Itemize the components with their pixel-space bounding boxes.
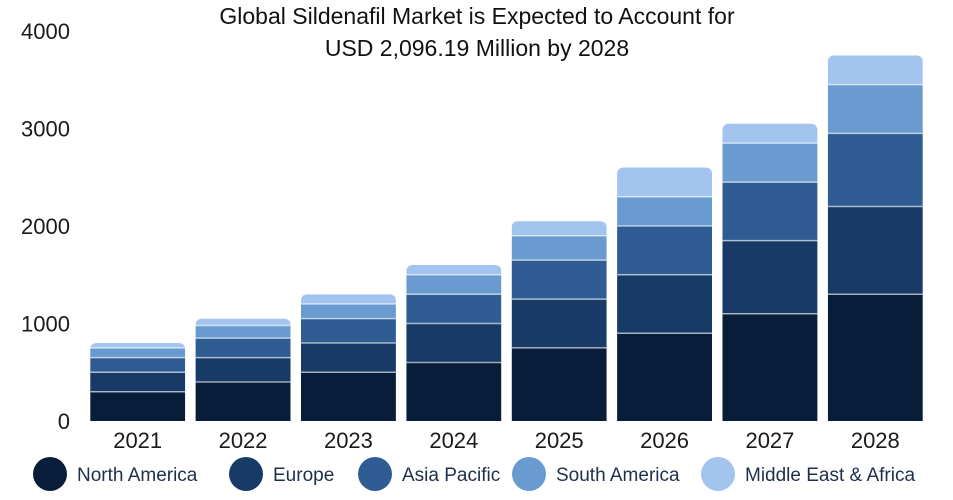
bar-segment xyxy=(195,325,291,339)
legend-item: South America xyxy=(512,457,680,491)
y-tick-label: 3000 xyxy=(21,117,70,142)
bar-stack-2021 xyxy=(90,343,186,421)
x-tick-label: 2027 xyxy=(745,428,794,453)
chart-title-line-2: USD 2,096.19 Million by 2028 xyxy=(325,35,629,61)
bar-segment xyxy=(406,294,502,324)
bar-segment xyxy=(406,265,502,275)
y-axis: 0 1000 2000 3000 4000 xyxy=(21,19,70,434)
bar-segment xyxy=(827,133,923,207)
bar-segment xyxy=(511,260,607,300)
y-tick-label: 4000 xyxy=(21,19,70,44)
x-tick-label: 2021 xyxy=(113,428,162,453)
bar-segment xyxy=(511,299,607,348)
bar-segment xyxy=(406,274,502,295)
bar-segment xyxy=(617,167,713,197)
bar-segment xyxy=(300,318,396,343)
legend-swatch xyxy=(358,457,392,491)
bar-segment xyxy=(90,347,186,358)
bar-stack-2025 xyxy=(511,221,607,421)
bar-stack-2022 xyxy=(195,318,291,421)
y-tick-label: 0 xyxy=(58,409,70,434)
bar-segment xyxy=(722,240,818,314)
bar-segment xyxy=(300,304,396,319)
chart-title-line-1: Global Sildenafil Market is Expected to … xyxy=(219,3,735,29)
legend: North America Europe Asia Pacific South Ame… xyxy=(33,457,915,491)
x-tick-label: 2025 xyxy=(535,428,584,453)
bar-segment xyxy=(195,357,291,382)
bar-segment xyxy=(827,84,923,134)
x-tick-label: 2022 xyxy=(219,428,268,453)
bar-segment xyxy=(195,338,291,358)
y-tick-label: 2000 xyxy=(21,214,70,239)
bar-stack-2027 xyxy=(722,123,818,421)
bar-segment xyxy=(511,221,607,236)
bars xyxy=(90,55,923,421)
bar-stack-2026 xyxy=(617,167,713,421)
bar-segment xyxy=(300,294,396,304)
bar-segment xyxy=(827,55,923,85)
bar-segment xyxy=(406,362,502,421)
legend-item: North America xyxy=(33,457,198,491)
legend-swatch xyxy=(512,457,546,491)
bar-segment xyxy=(827,294,923,421)
bar-segment xyxy=(617,333,713,421)
bar-segment xyxy=(406,323,502,363)
bar-segment xyxy=(90,372,186,392)
bar-segment xyxy=(90,391,186,421)
x-tick-label: 2023 xyxy=(324,428,373,453)
bar-segment xyxy=(617,274,713,334)
legend-item: Asia Pacific xyxy=(358,457,500,491)
legend-item: Europe xyxy=(229,457,334,491)
bar-segment xyxy=(511,235,607,261)
legend-label: North America xyxy=(77,465,198,486)
bar-segment xyxy=(90,343,186,348)
bar-stack-2024 xyxy=(406,265,502,421)
legend-label: Asia Pacific xyxy=(402,465,500,486)
bar-segment xyxy=(300,372,396,421)
bar-stack-2023 xyxy=(300,294,396,421)
y-tick-label: 1000 xyxy=(21,312,70,337)
bar-segment xyxy=(195,382,291,421)
bar-stack-2028 xyxy=(827,55,923,421)
legend-label: South America xyxy=(556,465,680,486)
bar-segment xyxy=(617,226,713,275)
legend-swatch xyxy=(229,457,263,491)
bar-segment xyxy=(722,182,818,241)
x-axis: 2021 2022 2023 2024 2025 2026 2027 2028 xyxy=(113,428,900,453)
bar-segment xyxy=(827,206,923,295)
bar-segment xyxy=(722,123,818,144)
legend-label: Europe xyxy=(273,465,334,486)
bar-segment xyxy=(511,347,607,421)
x-tick-label: 2024 xyxy=(429,428,478,453)
legend-swatch xyxy=(701,457,735,491)
x-tick-label: 2028 xyxy=(851,428,900,453)
bar-segment xyxy=(300,343,396,373)
bar-segment xyxy=(195,318,291,326)
legend-label: Middle East & Africa xyxy=(745,465,915,486)
bar-segment xyxy=(90,357,186,373)
legend-swatch xyxy=(33,457,67,491)
x-tick-label: 2026 xyxy=(640,428,689,453)
bar-segment xyxy=(722,143,818,183)
bar-segment xyxy=(722,313,818,421)
legend-item: Middle East & Africa xyxy=(701,457,915,491)
bar-segment xyxy=(617,196,713,226)
